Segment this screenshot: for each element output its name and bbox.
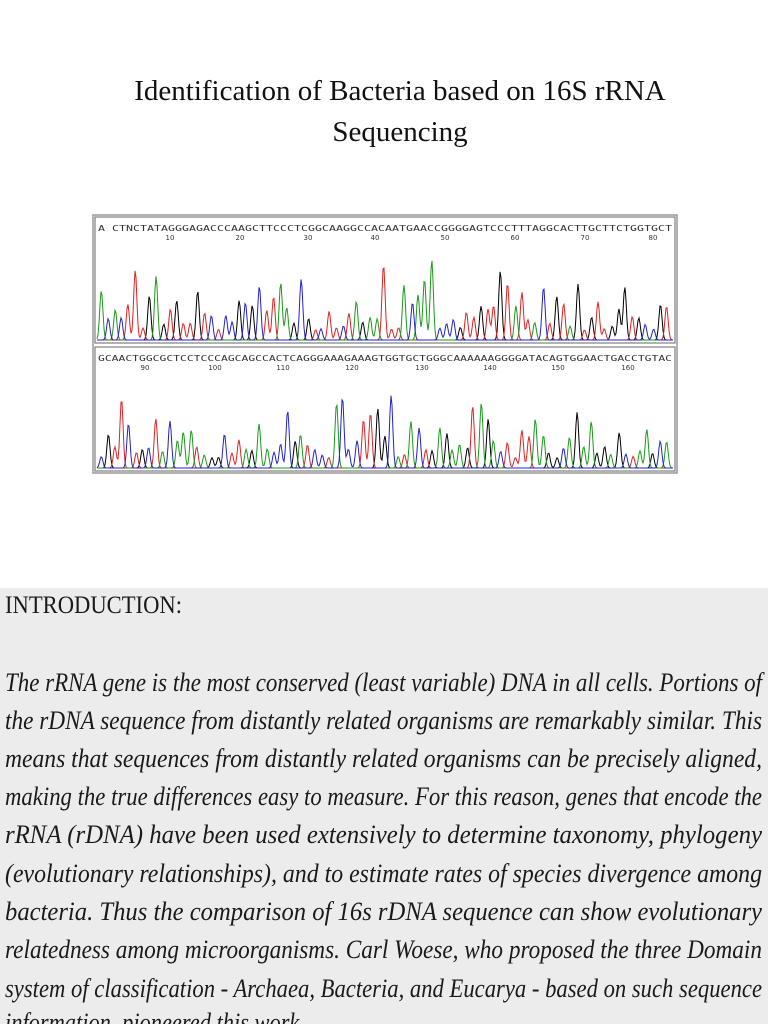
base-sequence: GCAACTGGCGCTCCTCCCAGCAGCCACTCAGGGAAAGAAA… xyxy=(98,354,672,363)
base-position: 130 xyxy=(415,364,428,372)
base-position: 120 xyxy=(345,364,358,372)
paragraph-line: making the true differences easy to meas… xyxy=(5,782,762,811)
chromatogram-panel xyxy=(94,346,676,472)
paragraph-line: information, pioneered this work. xyxy=(5,1008,305,1024)
peak-trace xyxy=(96,395,673,469)
peak-trace xyxy=(97,279,673,341)
base-position: 160 xyxy=(621,364,634,372)
scan-background xyxy=(0,588,768,1024)
base-position: 20 xyxy=(236,234,245,242)
paragraph-line: relatedness among microorganisms. Carl W… xyxy=(5,935,762,964)
paragraph-line: The rRNA gene is the most conserved (lea… xyxy=(5,668,765,697)
introduction: INTRODUCTION: The rRNA gene is the most c… xyxy=(5,592,765,1024)
base-position: 70 xyxy=(581,234,590,242)
base-position: 10 xyxy=(166,234,175,242)
title-line: Sequencing xyxy=(332,116,467,148)
paragraph-line: system of classification - Archaea, Bact… xyxy=(5,974,762,1003)
base-position: 90 xyxy=(141,364,150,372)
chromatogram-panel xyxy=(94,216,676,344)
base-position: 150 xyxy=(551,364,564,372)
paragraph-line: (evolutionary relationships), and to est… xyxy=(5,859,762,888)
base-position: 40 xyxy=(371,234,380,242)
base-position: 80 xyxy=(649,234,658,242)
paragraph-line: the rDNA sequence from distantly related… xyxy=(5,706,762,735)
base-position: 30 xyxy=(304,234,313,242)
paragraph-line: bacteria. Thus the comparison of 16s rDN… xyxy=(5,897,762,926)
base-position: 100 xyxy=(208,364,221,372)
base-position: 50 xyxy=(441,234,450,242)
section-heading: INTRODUCTION: xyxy=(5,592,182,619)
paragraph-line: means that sequences from distantly rela… xyxy=(5,744,762,773)
chromatogram-frame xyxy=(92,214,678,474)
paragraph-line: rRNA (rDNA) have been used extensively t… xyxy=(5,820,762,849)
base-sequence: A CTNCTATAGGGAGACCCAAGCTTCCCTCGGCAAGGCCA… xyxy=(98,224,672,233)
base-position: 140 xyxy=(483,364,496,372)
title-line: Identification of Bacteria based on 16S … xyxy=(134,75,666,107)
base-position: 60 xyxy=(511,234,520,242)
base-position: 110 xyxy=(276,364,289,372)
